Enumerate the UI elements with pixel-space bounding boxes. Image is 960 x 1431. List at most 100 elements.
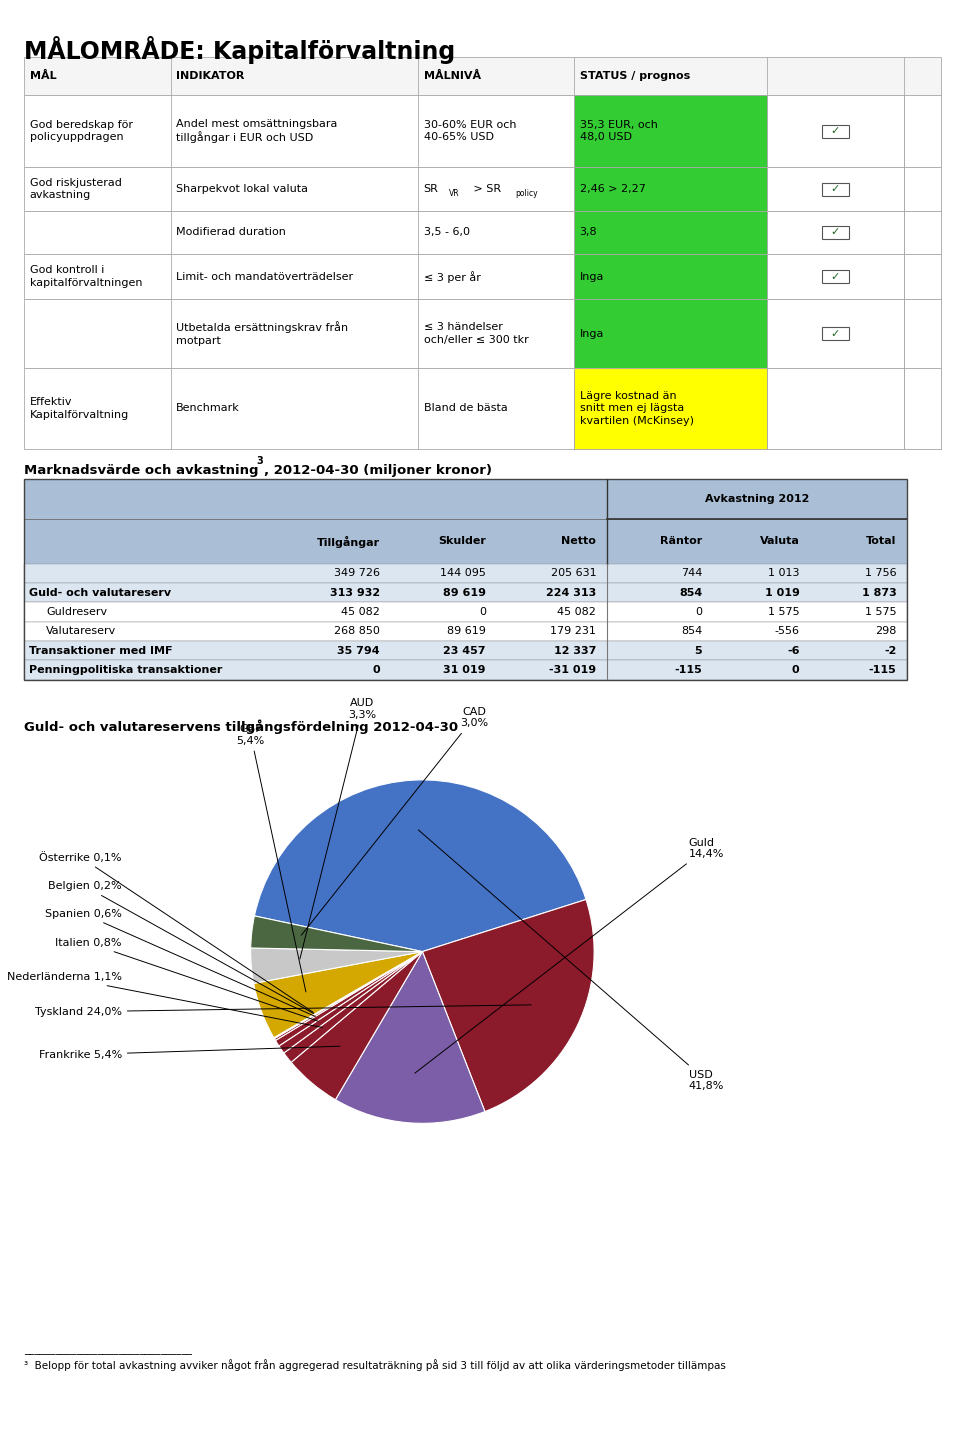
Text: Total: Total (866, 537, 897, 547)
Text: 298: 298 (876, 627, 897, 637)
Bar (24, 57, 941, 94)
FancyBboxPatch shape (822, 183, 849, 196)
Bar (904, 94, 941, 167)
Text: AUD
3,3%: AUD 3,3% (300, 698, 376, 959)
Bar (904, 299, 941, 368)
Text: MÅLNIVÅ: MÅLNIVÅ (423, 72, 481, 82)
Text: God beredskap för
policyuppdragen: God beredskap för policyuppdragen (30, 120, 132, 142)
Text: Sharpekvot lokal valuta: Sharpekvot lokal valuta (177, 185, 308, 195)
Bar (767, 368, 904, 449)
Bar (767, 253, 904, 299)
FancyBboxPatch shape (822, 226, 849, 239)
FancyBboxPatch shape (822, 124, 849, 137)
Text: Guld- och valutareserv: Guld- och valutareserv (30, 588, 172, 598)
Bar (24, 564, 907, 582)
Text: , 2012-04-30 (miljoner kronor): , 2012-04-30 (miljoner kronor) (264, 464, 492, 477)
Text: Italien 0,8%: Italien 0,8% (56, 939, 318, 1022)
Bar (767, 210, 904, 253)
Bar (574, 299, 767, 368)
Text: 35,3 EUR, och
48,0 USD: 35,3 EUR, och 48,0 USD (580, 120, 658, 142)
Text: God kontroll i
kapitalförvaltningen: God kontroll i kapitalförvaltningen (30, 265, 142, 288)
Text: CAD
3,0%: CAD 3,0% (301, 707, 488, 936)
Text: Effektiv
Kapitalförvaltning: Effektiv Kapitalförvaltning (30, 398, 129, 419)
Bar (24, 167, 941, 210)
Text: 1 873: 1 873 (862, 588, 897, 598)
Text: 5: 5 (695, 645, 703, 655)
Text: 144 095: 144 095 (440, 568, 486, 578)
Text: Inga: Inga (580, 272, 604, 282)
Text: 35 794: 35 794 (337, 645, 380, 655)
Text: -31 019: -31 019 (549, 665, 596, 675)
Text: 0: 0 (479, 607, 486, 617)
Text: Netto: Netto (562, 537, 596, 547)
Text: ≤ 3 per år: ≤ 3 per år (423, 270, 481, 282)
Text: Valutareserv: Valutareserv (46, 627, 116, 637)
Bar (904, 368, 941, 449)
Bar (767, 299, 904, 368)
Text: policy: policy (516, 189, 538, 199)
Text: SR: SR (423, 185, 439, 195)
Text: 179 231: 179 231 (550, 627, 596, 637)
Text: 744: 744 (681, 568, 703, 578)
FancyBboxPatch shape (822, 328, 849, 341)
Text: Benchmark: Benchmark (177, 404, 240, 414)
Text: 30-60% EUR och
40-65% USD: 30-60% EUR och 40-65% USD (423, 120, 516, 142)
Wedge shape (284, 952, 422, 1062)
Wedge shape (274, 952, 422, 1039)
Bar (24, 582, 907, 602)
Bar (24, 368, 941, 449)
Text: > SR: > SR (470, 185, 502, 195)
FancyBboxPatch shape (822, 270, 849, 283)
Bar (767, 94, 904, 167)
Text: 0: 0 (695, 607, 703, 617)
Wedge shape (291, 952, 422, 1099)
Bar (24, 519, 907, 564)
Text: Guld- och valutareservens tillgångsfördelning 2012-04-30: Guld- och valutareservens tillgångsförde… (24, 720, 458, 734)
Text: ✓: ✓ (830, 329, 840, 339)
Text: Valuta: Valuta (759, 537, 800, 547)
Text: 1 575: 1 575 (865, 607, 897, 617)
Text: 89 619: 89 619 (443, 588, 486, 598)
Text: ✓: ✓ (830, 228, 840, 238)
Text: 854: 854 (679, 588, 703, 598)
Text: Penningpolitiska transaktioner: Penningpolitiska transaktioner (30, 665, 223, 675)
Text: -556: -556 (775, 627, 800, 637)
Text: GBP
5,4%: GBP 5,4% (236, 724, 306, 992)
Text: MÅLOMRÅDE: Kapitalförvaltning: MÅLOMRÅDE: Kapitalförvaltning (24, 36, 455, 64)
Text: Limit- och mandatöverträdelser: Limit- och mandatöverträdelser (177, 272, 353, 282)
Text: 349 726: 349 726 (334, 568, 380, 578)
Bar (24, 299, 941, 368)
Bar (24, 660, 907, 680)
Text: -115: -115 (675, 665, 703, 675)
Text: God riskjusterad
avkastning: God riskjusterad avkastning (30, 177, 121, 200)
Bar (24, 641, 907, 660)
Text: INDIKATOR: INDIKATOR (177, 72, 245, 82)
Text: 31 019: 31 019 (444, 665, 486, 675)
Wedge shape (279, 952, 422, 1053)
Text: Marknadsvärde och avkastning: Marknadsvärde och avkastning (24, 464, 258, 477)
Bar (767, 167, 904, 210)
Bar (574, 253, 767, 299)
Text: 1 013: 1 013 (768, 568, 800, 578)
Text: Modifierad duration: Modifierad duration (177, 228, 286, 238)
Bar (904, 167, 941, 210)
Text: Spanien 0,6%: Spanien 0,6% (45, 909, 315, 1016)
Text: Tyskland 24,0%: Tyskland 24,0% (35, 1005, 531, 1016)
Text: ✓: ✓ (830, 126, 840, 136)
Text: MÅL: MÅL (30, 72, 56, 82)
Wedge shape (276, 952, 422, 1046)
Wedge shape (251, 916, 422, 952)
Bar (24, 479, 607, 519)
Text: 313 932: 313 932 (330, 588, 380, 598)
Text: Avkastning 2012: Avkastning 2012 (705, 495, 809, 504)
Bar (607, 479, 907, 519)
Text: STATUS / prognos: STATUS / prognos (580, 72, 690, 82)
Text: 12 337: 12 337 (554, 645, 596, 655)
Text: 3,5 - 6,0: 3,5 - 6,0 (423, 228, 469, 238)
Text: ________________________________: ________________________________ (24, 1345, 192, 1355)
Text: Belgien 0,2%: Belgien 0,2% (48, 881, 314, 1013)
Bar (904, 210, 941, 253)
Text: Utbetalda ersättningskrav från
motpart: Utbetalda ersättningskrav från motpart (177, 322, 348, 346)
Wedge shape (335, 952, 485, 1123)
Text: 3,8: 3,8 (580, 228, 597, 238)
